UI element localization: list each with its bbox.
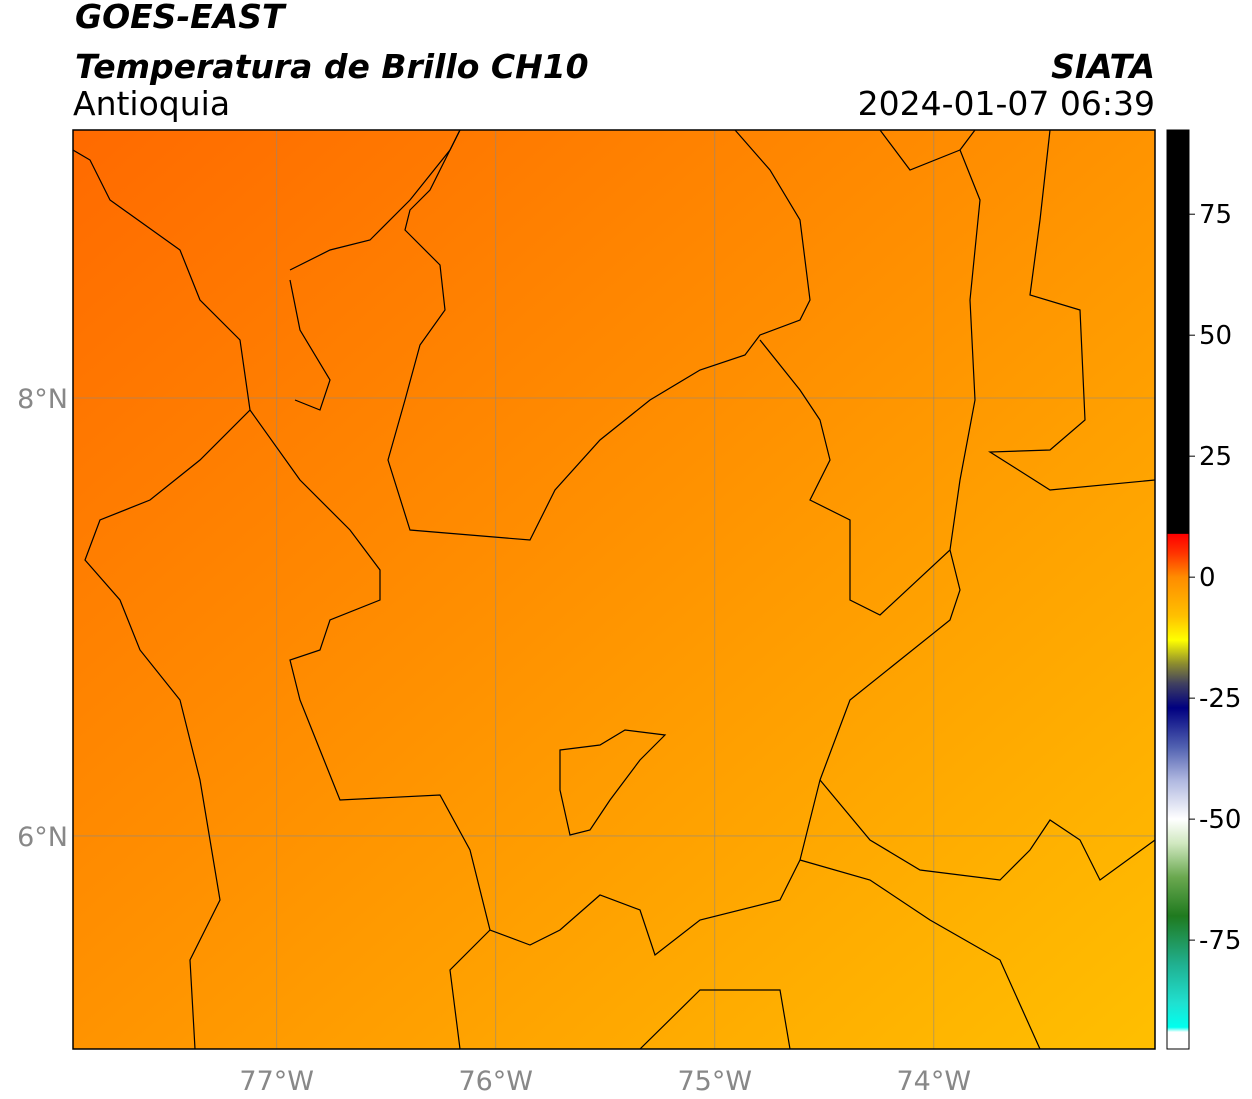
colorbar-tick-label: 25 [1199,442,1232,472]
colorbar-tick-label: -75 [1199,926,1241,956]
map-frame [72,129,1156,1050]
colorbar-scale [1166,129,1190,1050]
source: SIATA [1051,47,1155,86]
title: GOES-EAST [75,0,287,36]
grid [73,130,1155,1049]
datetime: 2024-01-07 06:39 [858,84,1155,123]
colorbar-tick-label: 50 [1199,321,1232,351]
x-tick-label: 75°W [677,1066,752,1097]
border [249,409,961,956]
temperature-field [73,130,1155,1049]
coastline [73,149,251,1049]
colorbar-tick-label: -25 [1199,684,1241,714]
border [387,130,811,541]
y-tick-label: 8°N [17,384,68,415]
border [759,130,981,616]
boundaries [73,130,1155,1049]
border [799,779,1155,1049]
subtitle: Temperatura de Brillo CH10 [75,47,589,86]
border [449,130,1155,1049]
border [879,130,961,171]
colorbar: 75 50 25 0 -25 -50 -75 [1166,129,1241,1050]
colorbar-tick-label: 0 [1199,563,1216,593]
border [559,729,667,836]
x-tick-label: 76°W [458,1066,533,1097]
colorbar-tick-label: 75 [1199,200,1232,230]
x-tick-label: 77°W [239,1066,314,1097]
x-tick-label: 74°W [897,1066,972,1097]
colorbar-tick-label: -50 [1199,805,1241,835]
region: Antioquia [73,84,230,123]
y-tick-label: 6°N [17,822,68,853]
